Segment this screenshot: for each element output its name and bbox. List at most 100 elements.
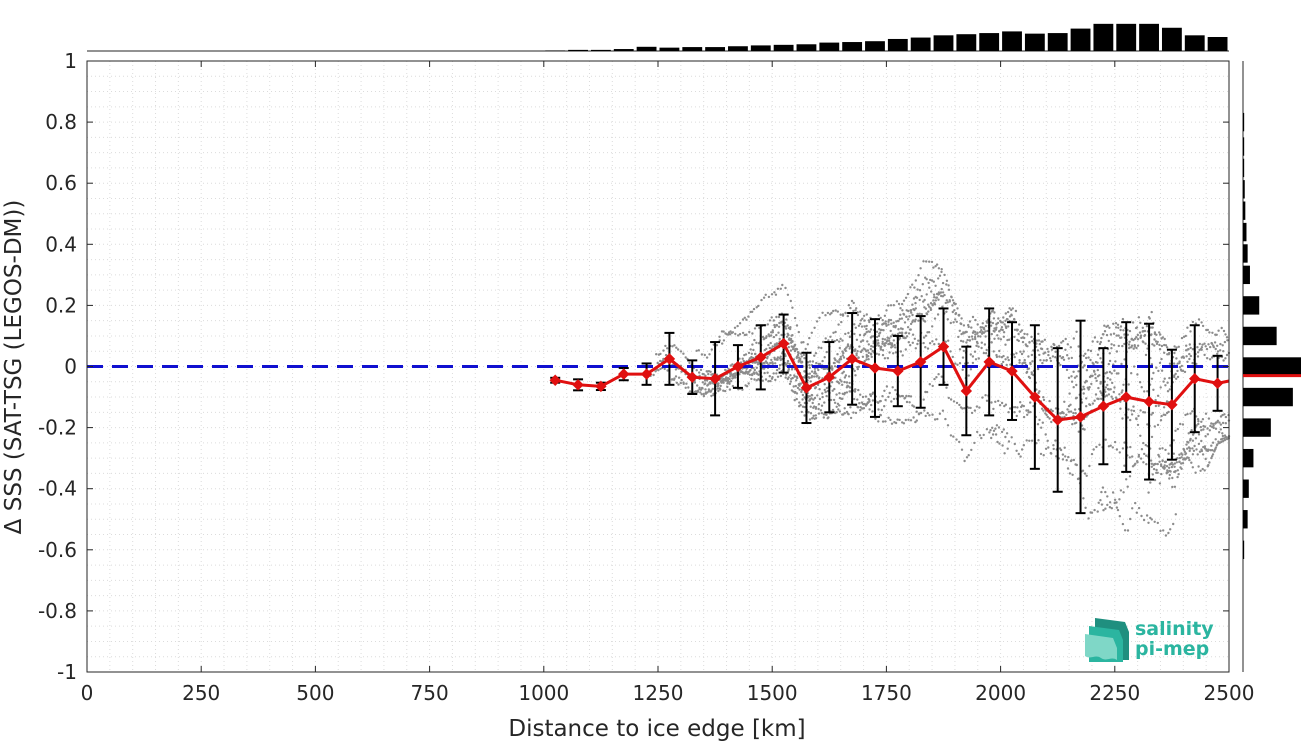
scatter-point: [1209, 424, 1212, 428]
scatter-point: [1085, 405, 1088, 408]
scatter-point: [836, 353, 839, 356]
scatter-point: [1182, 448, 1186, 452]
scatter-point: [981, 322, 984, 325]
scatter-point: [1099, 380, 1103, 384]
scatter-point: [659, 359, 662, 363]
scatter-point: [968, 335, 971, 339]
scatter-point: [1018, 323, 1021, 326]
scatter-point: [1043, 351, 1047, 354]
scatter-point: [836, 310, 839, 313]
scatter-point: [770, 377, 774, 380]
scatter-point: [1128, 456, 1132, 459]
scatter-point: [848, 347, 851, 350]
scatter-point: [859, 350, 863, 354]
scatter-point: [1133, 345, 1137, 348]
scatter-point: [899, 350, 903, 353]
scatter-point: [856, 367, 859, 371]
scatter-point: [976, 323, 979, 326]
scatter-point: [1103, 324, 1106, 327]
top-histogram-bar: [1116, 23, 1137, 51]
scatter-point: [1114, 322, 1118, 325]
scatter-point: [1167, 452, 1170, 455]
scatter-point: [875, 339, 878, 342]
scatter-point: [1164, 413, 1167, 417]
scatter-point: [780, 333, 783, 337]
scatter-point: [854, 309, 857, 312]
scatter-point: [858, 345, 861, 348]
scatter-point: [1127, 383, 1130, 386]
scatter-point: [1197, 318, 1201, 321]
scatter-point: [1099, 357, 1102, 360]
scatter-point: [1035, 339, 1039, 342]
scatter-point: [754, 352, 757, 356]
scatter-point: [1139, 336, 1142, 340]
scatter-point: [1142, 330, 1145, 333]
mean-marker: [777, 337, 790, 350]
scatter-point: [1206, 427, 1209, 430]
scatter-point: [881, 395, 884, 398]
scatter-point: [968, 339, 972, 342]
scatter-point: [840, 320, 843, 324]
scatter-point: [869, 393, 872, 396]
scatter-point: [825, 394, 828, 398]
scatter-point: [990, 341, 993, 344]
top-histogram-bar: [728, 46, 748, 51]
scatter-point: [1061, 339, 1065, 343]
scatter-point: [1167, 531, 1170, 535]
scatter-point: [1119, 407, 1122, 410]
scatter-point: [1169, 462, 1173, 466]
scatter-point: [996, 334, 999, 337]
x-tick-label: 1250: [633, 681, 684, 705]
scatter-point: [986, 321, 989, 324]
scatter-point: [1029, 410, 1032, 414]
scatter-point: [946, 301, 949, 304]
scatter-point: [1149, 459, 1153, 462]
scatter-point: [1152, 467, 1156, 471]
scatter-point: [1050, 348, 1054, 351]
scatter-point: [935, 338, 938, 341]
scatter-point: [774, 362, 777, 365]
scatter-point: [815, 361, 818, 365]
scatter-point: [1150, 377, 1154, 380]
x-tick-label: 750: [411, 681, 449, 705]
scatter-point: [1150, 462, 1154, 465]
scatter-point: [992, 317, 996, 320]
top-histogram-bar: [590, 49, 611, 51]
scatter-point: [839, 355, 842, 359]
scatter-point: [775, 368, 779, 372]
scatter-point: [1073, 376, 1077, 379]
scatter-point: [1038, 418, 1041, 422]
scatter-point: [811, 416, 814, 420]
scatter-point: [1150, 518, 1154, 521]
scatter-point: [904, 336, 907, 340]
right-histogram-bar: [1243, 265, 1250, 285]
scatter-point: [1106, 383, 1109, 387]
scatter-point: [865, 355, 868, 359]
scatter-point: [1117, 326, 1120, 329]
scatter-point: [963, 459, 966, 463]
scatter-point: [1013, 328, 1017, 331]
scatter-point: [1119, 336, 1122, 339]
scatter-point: [1047, 353, 1050, 357]
scatter-point: [1072, 411, 1075, 415]
scatter-point: [893, 343, 896, 347]
scatter-point: [1179, 466, 1182, 469]
scatter-point: [892, 339, 895, 342]
scatter-point: [1021, 404, 1024, 407]
scatter-point: [1111, 397, 1114, 400]
scatter-point: [654, 370, 657, 373]
scatter-point: [1093, 336, 1097, 339]
scatter-point: [911, 320, 914, 324]
scatter-point: [814, 406, 818, 409]
scatter-point: [1025, 409, 1028, 412]
scatter-point: [1060, 341, 1063, 344]
scatter-point: [925, 260, 928, 263]
scatter-point: [847, 413, 850, 416]
scatter-point: [1077, 370, 1080, 373]
scatter-point: [962, 324, 966, 327]
scatter-point: [1164, 534, 1168, 537]
scatter-point: [747, 351, 751, 355]
scatter-point: [778, 337, 781, 341]
scatter-point: [845, 410, 849, 414]
scatter-point: [847, 385, 850, 388]
